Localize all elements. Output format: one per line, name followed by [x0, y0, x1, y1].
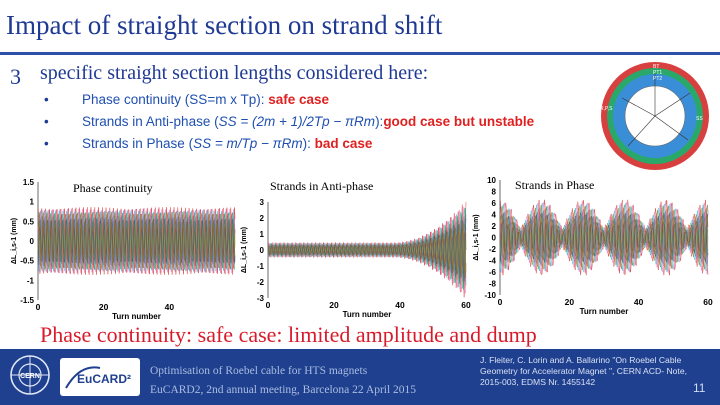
y-axis-label: ΔL_i,s-1 (mm) [473, 214, 480, 260]
bullet-emphasis: bad case [314, 136, 373, 151]
chart-title-phase-continuity: Phase continuity [73, 181, 153, 195]
bullet-formula: SS = m/Tp − πRm [193, 136, 303, 151]
conclusion-text: Phase continuity: safe case: limited amp… [40, 322, 537, 347]
main-bullet-text: specific straight section lengths consid… [40, 62, 429, 84]
page-number: 11 [693, 381, 706, 395]
x-tick-label: 20 [329, 300, 339, 310]
y-tick-label: 0 [30, 237, 35, 246]
y-tick-label: -2 [257, 278, 265, 287]
y-tick-label: -1 [257, 262, 265, 271]
diagram-label-pt1: PT1 [653, 70, 662, 76]
eucard-logo: EuCARD² [60, 358, 140, 396]
x-axis-label: Turn number [343, 310, 392, 319]
bullet-emphasis: safe case [268, 92, 330, 107]
y-tick-label: 8 [492, 188, 497, 197]
x-tick-label: 60 [461, 300, 471, 310]
series-line [267, 222, 467, 279]
series-line [267, 208, 467, 290]
bullet-text: Strands in Phase ( [82, 136, 194, 151]
bullet-anti-phase: • Strands in Anti-phase (SS = (2m + 1)/2… [44, 114, 535, 129]
chart-title-in-phase: Strands in Phase [515, 178, 595, 192]
series-line [499, 212, 709, 263]
slide-title: Impact of straight section on strand shi… [6, 10, 443, 40]
cern-logo: CERN [10, 355, 50, 395]
y-tick-label: 2 [260, 214, 265, 223]
y-tick-label: 6 [492, 199, 497, 208]
footer-presentation-title: Optimisation of Roebel cable for HTS mag… [150, 365, 368, 377]
x-tick-label: 0 [498, 297, 503, 307]
y-tick-label: -3 [257, 294, 265, 303]
series-line [37, 220, 236, 262]
y-tick-label: 3 [260, 198, 265, 207]
y-tick-label: 0.5 [23, 217, 35, 226]
title-divider [0, 52, 720, 55]
y-tick-label: 1.5 [23, 178, 35, 187]
x-tick-label: 20 [99, 302, 109, 312]
bullet-text: Strands in Anti-phase ( [82, 114, 219, 129]
bullet-in-phase: • Strands in Phase (SS = m/Tp − πRm): ba… [44, 136, 373, 151]
y-axis-label: ΔL_i,s-1 (mm) [11, 218, 18, 264]
bullet-phase-continuity: • Phase continuity (SS=m x Tp): safe cas… [44, 92, 330, 107]
footer-reference: J. Fleiter, C. Lorin and A. Ballarino "O… [480, 355, 687, 387]
series-line [499, 221, 709, 254]
x-tick-label: 40 [395, 300, 405, 310]
main-bullet-number: 3 [10, 64, 21, 89]
cern-logo-text: CERN [20, 373, 40, 380]
bullet-after: ): [302, 136, 315, 151]
cable-cross-section-diagram: BT PT1 PT2 R,P,S SS [600, 62, 709, 170]
series-line [37, 207, 236, 275]
bullet-after: ): [375, 114, 384, 129]
series-line [499, 206, 709, 269]
y-tick-label: 10 [487, 176, 496, 185]
diagram-label-bt: BT [653, 64, 659, 70]
diagram-label-ss: SS [696, 116, 703, 122]
x-axis-label: Turn number [112, 312, 161, 321]
bullet-emphasis: good case but unstable [383, 114, 535, 129]
y-tick-label: -4 [489, 257, 497, 266]
x-tick-label: 60 [703, 297, 713, 307]
y-tick-label: -10 [484, 291, 496, 300]
series-line [499, 203, 709, 272]
diagram-label-pt2: PT2 [653, 76, 662, 82]
bullet-formula: SS = (2m + 1)/2Tp − πRm [218, 114, 376, 129]
y-tick-label: -8 [489, 280, 497, 289]
series-line [499, 214, 709, 261]
y-tick-label: -1 [27, 276, 35, 285]
chart-title-anti-phase: Strands in Anti-phase [270, 179, 374, 193]
x-tick-label: 40 [165, 302, 175, 312]
y-tick-label: -2 [489, 245, 497, 254]
y-tick-label: 4 [492, 211, 497, 220]
y-tick-label: -1.5 [20, 296, 34, 305]
series-line [499, 199, 709, 276]
x-tick-label: 0 [266, 300, 271, 310]
x-tick-label: 0 [36, 302, 41, 312]
y-tick-label: -0.5 [20, 257, 34, 266]
bullet-text: Phase continuity (SS=m x Tp): [82, 92, 269, 107]
eucard-logo-text: EuCARD² [77, 372, 131, 386]
diagram-label-rps: R,P,S [600, 106, 613, 112]
y-tick-label: 1 [260, 230, 265, 239]
y-tick-label: 1 [30, 198, 35, 207]
y-tick-label: 2 [492, 222, 497, 231]
series-line [499, 201, 709, 274]
y-axis-label: ΔL_i,s-1 (mm) [241, 227, 248, 273]
x-tick-label: 20 [565, 297, 575, 307]
y-tick-label: 0 [260, 246, 265, 255]
y-tick-label: 0 [492, 234, 497, 243]
footer-meeting-info: EuCARD2, 2nd annual meeting, Barcelona 2… [150, 384, 417, 396]
y-tick-label: -6 [489, 268, 497, 277]
x-tick-label: 40 [634, 297, 644, 307]
x-axis-label: Turn number [580, 307, 629, 316]
